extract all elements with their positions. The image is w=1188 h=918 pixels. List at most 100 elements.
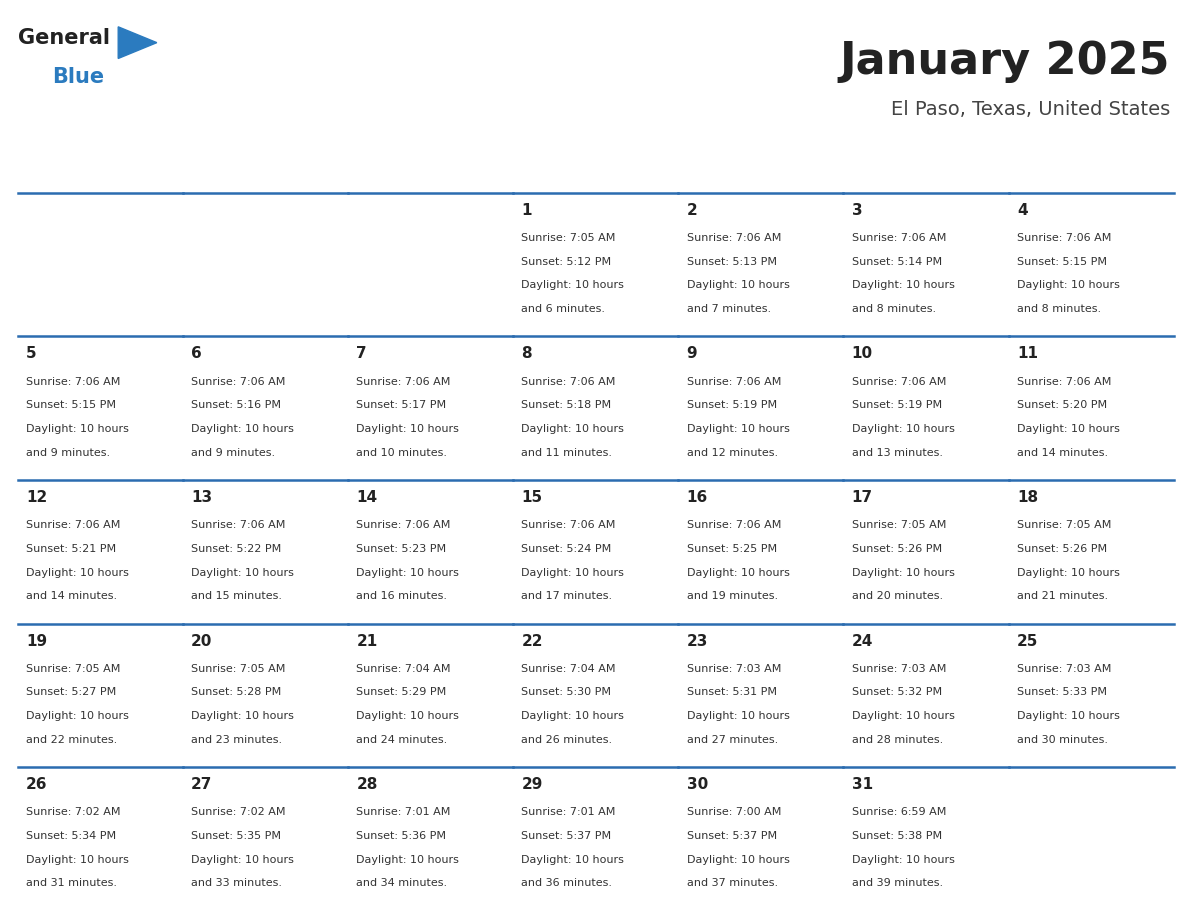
Text: Sunset: 5:19 PM: Sunset: 5:19 PM	[852, 400, 942, 410]
Text: and 8 minutes.: and 8 minutes.	[1017, 304, 1101, 314]
Text: and 39 minutes.: and 39 minutes.	[852, 879, 943, 889]
Text: 8: 8	[522, 346, 532, 362]
Text: 23: 23	[687, 633, 708, 648]
Text: and 13 minutes.: and 13 minutes.	[852, 448, 943, 458]
Text: Sunset: 5:19 PM: Sunset: 5:19 PM	[687, 400, 777, 410]
Text: Sunset: 5:32 PM: Sunset: 5:32 PM	[852, 688, 942, 698]
Text: 13: 13	[191, 490, 213, 505]
Text: Sunset: 5:15 PM: Sunset: 5:15 PM	[1017, 257, 1107, 266]
Text: Sunrise: 7:03 AM: Sunrise: 7:03 AM	[687, 664, 781, 674]
Text: Friday: Friday	[855, 160, 908, 175]
Text: Sunrise: 7:06 AM: Sunrise: 7:06 AM	[687, 521, 781, 530]
Text: Daylight: 10 hours: Daylight: 10 hours	[852, 711, 955, 721]
Text: and 33 minutes.: and 33 minutes.	[191, 879, 283, 889]
Text: 11: 11	[1017, 346, 1038, 362]
Text: Sunrise: 7:00 AM: Sunrise: 7:00 AM	[687, 807, 781, 817]
Text: Daylight: 10 hours: Daylight: 10 hours	[356, 424, 460, 434]
Text: 25: 25	[1017, 633, 1038, 648]
Text: and 14 minutes.: and 14 minutes.	[26, 591, 118, 601]
Text: 3: 3	[852, 203, 862, 218]
Text: Sunrise: 7:01 AM: Sunrise: 7:01 AM	[356, 807, 450, 817]
Text: Sunset: 5:24 PM: Sunset: 5:24 PM	[522, 543, 612, 554]
Text: Sunset: 5:12 PM: Sunset: 5:12 PM	[522, 257, 612, 266]
Text: and 6 minutes.: and 6 minutes.	[522, 304, 606, 314]
Text: Sunset: 5:30 PM: Sunset: 5:30 PM	[522, 688, 612, 698]
Text: Daylight: 10 hours: Daylight: 10 hours	[687, 280, 790, 290]
Text: Sunset: 5:29 PM: Sunset: 5:29 PM	[356, 688, 447, 698]
Text: Daylight: 10 hours: Daylight: 10 hours	[1017, 280, 1120, 290]
Text: and 26 minutes.: and 26 minutes.	[522, 734, 613, 744]
Text: 24: 24	[852, 633, 873, 648]
Text: Wednesday: Wednesday	[525, 160, 624, 175]
Text: Sunset: 5:35 PM: Sunset: 5:35 PM	[191, 831, 282, 841]
Text: Sunrise: 7:05 AM: Sunrise: 7:05 AM	[852, 521, 946, 530]
Text: Daylight: 10 hours: Daylight: 10 hours	[852, 280, 955, 290]
Text: 14: 14	[356, 490, 378, 505]
Text: and 9 minutes.: and 9 minutes.	[191, 448, 276, 458]
Text: Sunset: 5:16 PM: Sunset: 5:16 PM	[191, 400, 282, 410]
Text: Daylight: 10 hours: Daylight: 10 hours	[522, 567, 625, 577]
Text: and 20 minutes.: and 20 minutes.	[852, 591, 943, 601]
Text: Daylight: 10 hours: Daylight: 10 hours	[1017, 711, 1120, 721]
Text: 15: 15	[522, 490, 543, 505]
Text: 10: 10	[852, 346, 873, 362]
Text: Daylight: 10 hours: Daylight: 10 hours	[26, 855, 129, 865]
Text: Daylight: 10 hours: Daylight: 10 hours	[1017, 424, 1120, 434]
Text: Sunrise: 7:06 AM: Sunrise: 7:06 AM	[522, 376, 615, 386]
Text: Sunrise: 7:05 AM: Sunrise: 7:05 AM	[191, 664, 285, 674]
Text: 21: 21	[356, 633, 378, 648]
Text: Sunset: 5:28 PM: Sunset: 5:28 PM	[191, 688, 282, 698]
Text: 5: 5	[26, 346, 37, 362]
Text: Daylight: 10 hours: Daylight: 10 hours	[852, 855, 955, 865]
Text: Sunrise: 7:02 AM: Sunrise: 7:02 AM	[26, 807, 120, 817]
Text: Daylight: 10 hours: Daylight: 10 hours	[191, 424, 295, 434]
Text: Sunrise: 7:05 AM: Sunrise: 7:05 AM	[1017, 521, 1111, 530]
Text: Sunrise: 7:06 AM: Sunrise: 7:06 AM	[356, 376, 450, 386]
Text: Sunrise: 7:06 AM: Sunrise: 7:06 AM	[191, 521, 285, 530]
Text: and 24 minutes.: and 24 minutes.	[356, 734, 448, 744]
Text: 31: 31	[852, 778, 873, 792]
Text: Sunset: 5:22 PM: Sunset: 5:22 PM	[191, 543, 282, 554]
Text: General: General	[18, 28, 109, 48]
Text: and 22 minutes.: and 22 minutes.	[26, 734, 118, 744]
Text: Sunrise: 7:06 AM: Sunrise: 7:06 AM	[1017, 233, 1111, 243]
Text: and 23 minutes.: and 23 minutes.	[191, 734, 283, 744]
Text: 16: 16	[687, 490, 708, 505]
Text: 4: 4	[1017, 203, 1028, 218]
Text: Daylight: 10 hours: Daylight: 10 hours	[1017, 567, 1120, 577]
Text: 2: 2	[687, 203, 697, 218]
Text: Daylight: 10 hours: Daylight: 10 hours	[687, 424, 790, 434]
Text: Sunset: 5:37 PM: Sunset: 5:37 PM	[522, 831, 612, 841]
Text: Sunrise: 7:06 AM: Sunrise: 7:06 AM	[26, 521, 120, 530]
Text: and 16 minutes.: and 16 minutes.	[356, 591, 448, 601]
Text: Sunset: 5:33 PM: Sunset: 5:33 PM	[1017, 688, 1107, 698]
Text: Sunrise: 7:06 AM: Sunrise: 7:06 AM	[26, 376, 120, 386]
Text: Sunset: 5:38 PM: Sunset: 5:38 PM	[852, 831, 942, 841]
Text: Sunset: 5:20 PM: Sunset: 5:20 PM	[1017, 400, 1107, 410]
Text: and 15 minutes.: and 15 minutes.	[191, 591, 283, 601]
Text: 27: 27	[191, 778, 213, 792]
Text: 6: 6	[191, 346, 202, 362]
Text: Sunrise: 7:02 AM: Sunrise: 7:02 AM	[191, 807, 285, 817]
Text: Sunrise: 7:06 AM: Sunrise: 7:06 AM	[852, 233, 946, 243]
Text: Sunset: 5:23 PM: Sunset: 5:23 PM	[356, 543, 447, 554]
Text: Tuesday: Tuesday	[360, 160, 429, 175]
Text: Daylight: 10 hours: Daylight: 10 hours	[687, 855, 790, 865]
Text: and 10 minutes.: and 10 minutes.	[356, 448, 448, 458]
Text: and 21 minutes.: and 21 minutes.	[1017, 591, 1108, 601]
Text: Sunset: 5:13 PM: Sunset: 5:13 PM	[687, 257, 777, 266]
Text: and 31 minutes.: and 31 minutes.	[26, 879, 118, 889]
Text: 20: 20	[191, 633, 213, 648]
Text: Daylight: 10 hours: Daylight: 10 hours	[191, 855, 295, 865]
Text: Sunset: 5:21 PM: Sunset: 5:21 PM	[26, 543, 116, 554]
Text: Sunrise: 7:01 AM: Sunrise: 7:01 AM	[522, 807, 615, 817]
Text: Daylight: 10 hours: Daylight: 10 hours	[687, 567, 790, 577]
Text: Sunset: 5:34 PM: Sunset: 5:34 PM	[26, 831, 116, 841]
Text: Saturday: Saturday	[1020, 160, 1098, 175]
Text: Daylight: 10 hours: Daylight: 10 hours	[26, 424, 129, 434]
Text: Daylight: 10 hours: Daylight: 10 hours	[356, 567, 460, 577]
Text: 17: 17	[852, 490, 873, 505]
Text: Sunrise: 7:06 AM: Sunrise: 7:06 AM	[687, 376, 781, 386]
Text: Sunrise: 7:04 AM: Sunrise: 7:04 AM	[522, 664, 615, 674]
Text: Daylight: 10 hours: Daylight: 10 hours	[522, 855, 625, 865]
